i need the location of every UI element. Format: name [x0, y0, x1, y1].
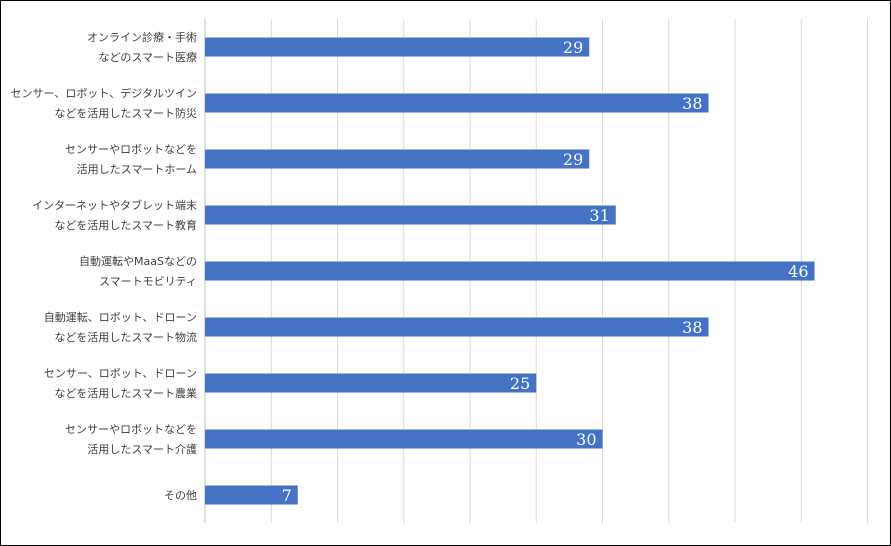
- bar: [205, 373, 537, 393]
- category-label: 自動運転やMaaSなどのスマートモビリティ: [79, 254, 197, 288]
- data-label: 25: [510, 374, 530, 393]
- category-label: その他: [164, 489, 197, 502]
- bar: [205, 149, 590, 169]
- bar: [205, 93, 709, 113]
- data-label: 29: [563, 38, 583, 57]
- data-label: 30: [576, 430, 596, 449]
- bar: [205, 261, 815, 281]
- bar: [205, 429, 603, 449]
- category-label: センサー、ロボット、デジタルツインなどを活用したスマート防災: [11, 86, 197, 120]
- category-label: センサーやロボットなどを活用したスマートホーム: [65, 143, 197, 176]
- category-label: 自動運転、ロボット、ドローンなどを活用したスマート物流: [44, 310, 197, 344]
- category-label: センサー、ロボット、ドローンなどを活用したスマート農業: [44, 367, 197, 400]
- data-label: 38: [682, 94, 702, 113]
- bar: [205, 485, 298, 505]
- data-label: 29: [563, 150, 583, 169]
- category-label: インターネットやタブレット端末などを活用したスマート教育: [32, 198, 197, 232]
- data-label: 7: [282, 486, 292, 505]
- data-label: 31: [589, 206, 609, 225]
- bar: [205, 317, 709, 337]
- category-label: センサーやロボットなどを活用したスマート介護: [65, 423, 197, 456]
- data-label: 38: [682, 318, 702, 337]
- category-label: オンライン診療・手術などのスマート医療: [87, 30, 197, 64]
- bar: [205, 205, 616, 225]
- data-label: 46: [788, 262, 808, 281]
- bar: [205, 37, 590, 57]
